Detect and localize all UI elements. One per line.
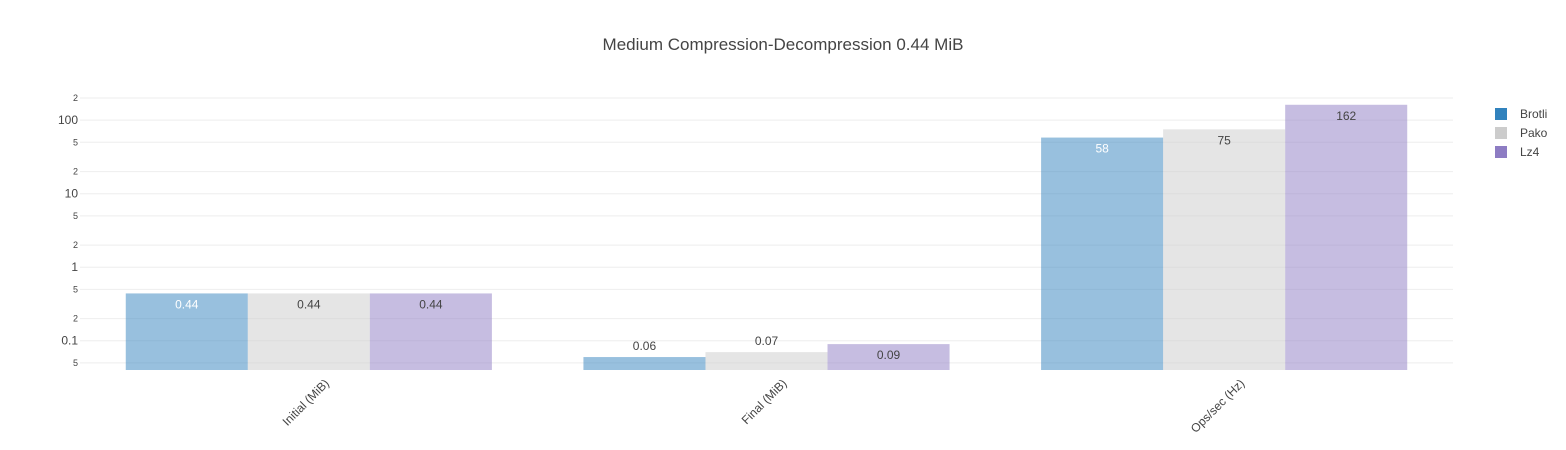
bar-pako [1163, 129, 1286, 370]
legend-label-brotli[interactable]: Brotli [1520, 107, 1547, 121]
y-tick-minor-label: 5 [73, 211, 78, 221]
y-tick-label: 10 [65, 187, 79, 201]
legend-label-pako[interactable]: Pako [1520, 126, 1548, 140]
data-label: 0.07 [755, 334, 779, 348]
legend-swatch-brotli[interactable] [1495, 108, 1507, 120]
x-tick-label: Final (MiB) [739, 376, 790, 427]
legend-swatch-lz4[interactable] [1495, 146, 1507, 158]
bar-lz4 [827, 344, 950, 370]
data-label: 75 [1217, 133, 1231, 147]
y-tick-minor-label: 2 [73, 314, 78, 324]
data-label: 0.44 [297, 297, 321, 311]
y-tick-label: 1 [71, 260, 78, 274]
chart-title: Medium Compression-Decompression 0.44 Mi… [603, 35, 964, 54]
y-tick-minor-label: 2 [73, 93, 78, 103]
bar-lz4 [1285, 104, 1408, 371]
y-tick-minor-label: 5 [73, 284, 78, 294]
data-label: 0.09 [877, 348, 901, 362]
legend-swatch-pako[interactable] [1495, 127, 1507, 139]
bar-pako [705, 352, 828, 370]
y-axis-ticks: 0.1 1 10 100 5 2 5 2 5 2 5 2 [58, 93, 78, 368]
data-labels: 0.44 0.06 58 0.44 0.07 75 0.44 0.09 162 [175, 109, 1356, 362]
y-tick-minor-label: 5 [73, 358, 78, 368]
y-tick-label: 0.1 [61, 334, 78, 348]
data-label: 0.44 [175, 297, 199, 311]
bar-brotli [1041, 137, 1164, 370]
y-tick-label: 100 [58, 113, 78, 127]
y-tick-minor-label: 5 [73, 137, 78, 147]
data-label: 162 [1336, 109, 1356, 123]
bar-pako [247, 293, 370, 370]
bar-brotli [125, 293, 248, 370]
bar-brotli [583, 357, 706, 370]
data-label: 0.44 [419, 297, 443, 311]
x-axis-ticks: Initial (MiB) Final (MiB) Ops/sec (Hz) [280, 376, 1248, 435]
bar-lz4 [369, 293, 492, 370]
data-label: 58 [1095, 142, 1109, 156]
legend[interactable]: Brotli Pako Lz4 [1495, 107, 1548, 159]
y-tick-minor-label: 2 [73, 240, 78, 250]
y-tick-minor-label: 2 [73, 167, 78, 177]
legend-label-lz4[interactable]: Lz4 [1520, 145, 1540, 159]
x-tick-label: Initial (MiB) [280, 376, 332, 428]
bars [125, 104, 1408, 371]
data-label: 0.06 [633, 339, 657, 353]
x-tick-label: Ops/sec (Hz) [1188, 376, 1247, 435]
